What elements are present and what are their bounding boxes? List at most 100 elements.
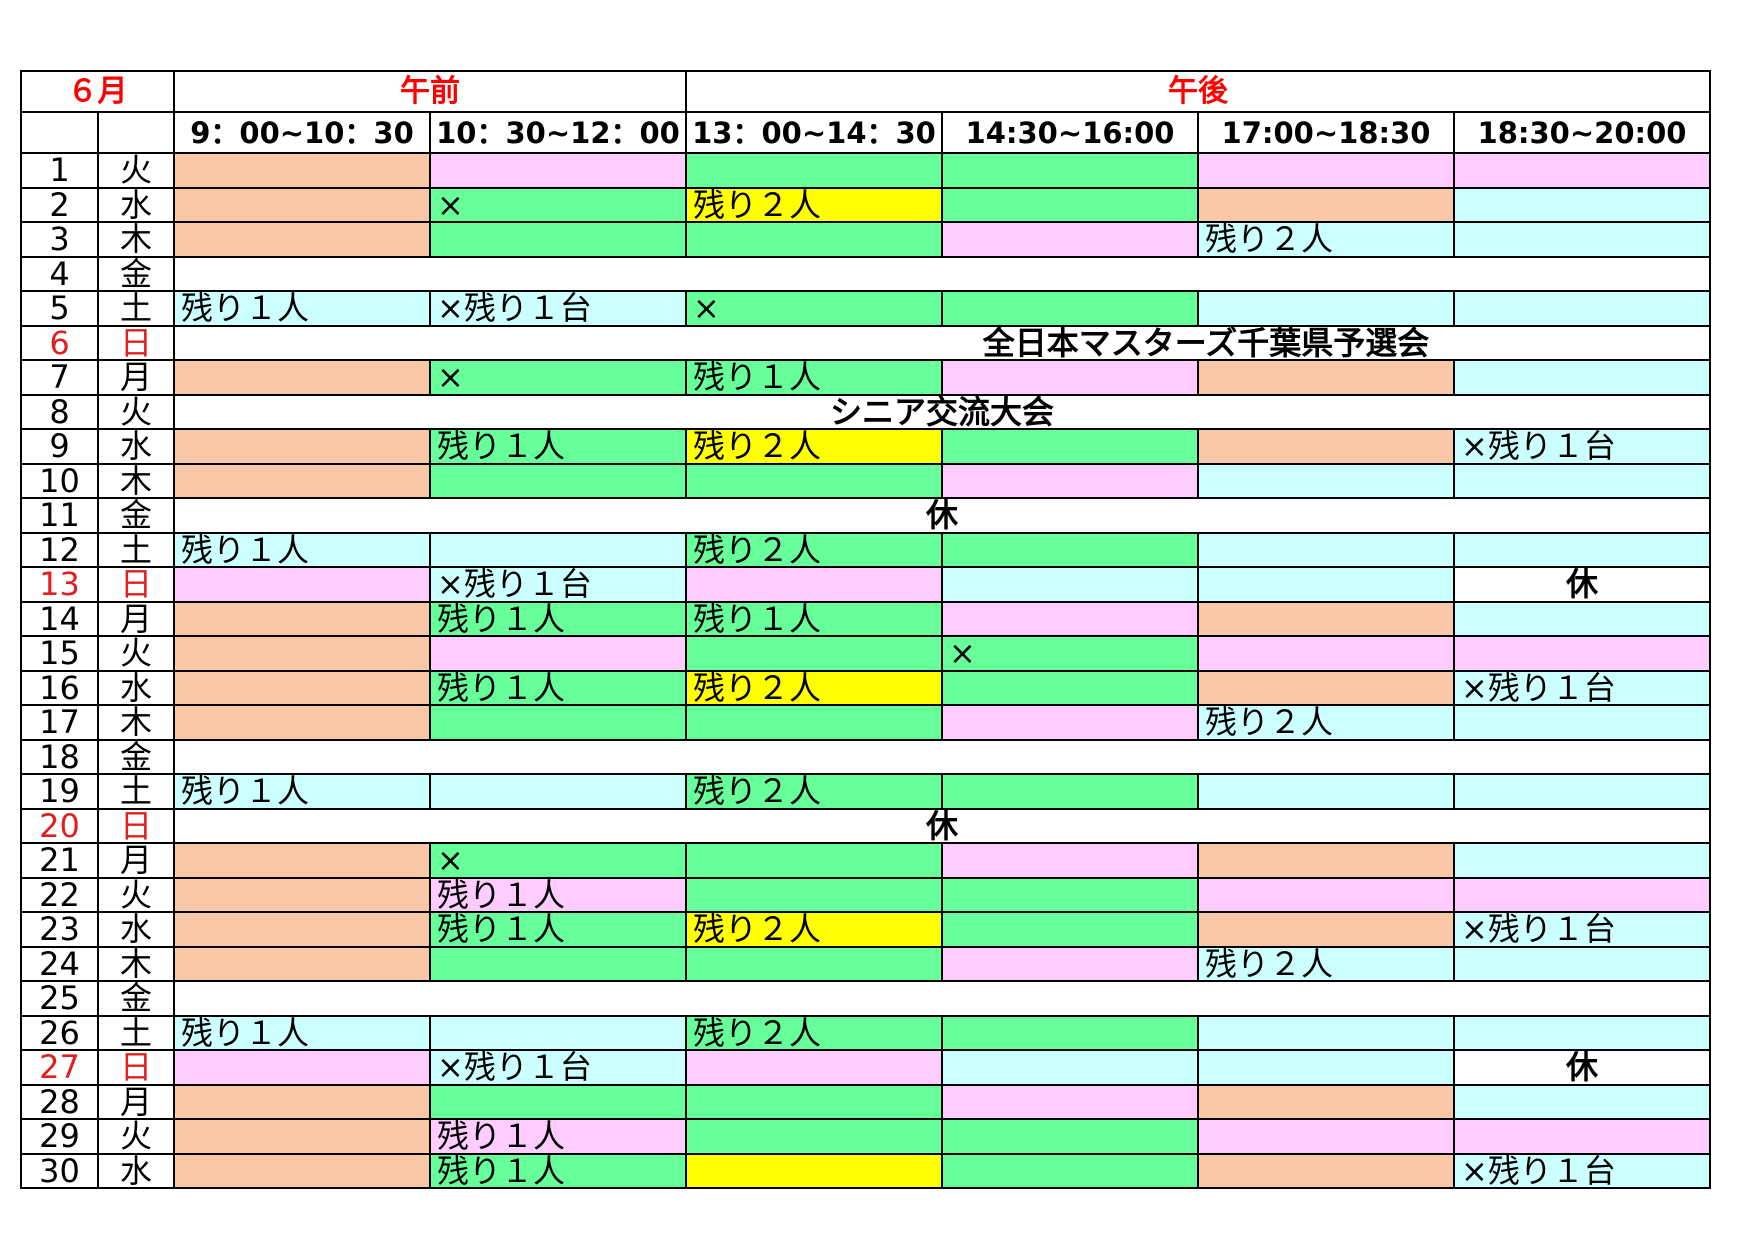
slot-cell[interactable] xyxy=(1453,773,1711,810)
slot-cell[interactable] xyxy=(1197,152,1455,189)
slot-cell[interactable] xyxy=(941,566,1199,603)
slot-cell[interactable] xyxy=(1197,531,1455,568)
slot-cell[interactable] xyxy=(685,876,943,913)
slot-cell[interactable] xyxy=(685,221,943,258)
slot-cell[interactable] xyxy=(173,152,431,189)
slot-cell[interactable]: 残り２人 xyxy=(685,911,943,948)
slot-cell[interactable] xyxy=(685,566,943,603)
slot-cell[interactable]: 残り１人 xyxy=(429,428,687,465)
slot-cell[interactable] xyxy=(1453,1014,1711,1051)
slot-cell[interactable] xyxy=(1197,773,1455,810)
slot-cell[interactable] xyxy=(941,1049,1199,1086)
slot-cell[interactable] xyxy=(1197,911,1455,948)
slot-cell[interactable] xyxy=(1453,945,1711,982)
slot-cell[interactable] xyxy=(173,704,431,741)
slot-cell[interactable] xyxy=(1453,842,1711,879)
slot-cell[interactable] xyxy=(173,462,431,499)
slot-cell[interactable] xyxy=(1453,221,1711,258)
slot-cell[interactable]: ×残り１台 xyxy=(1453,1152,1711,1189)
slot-cell[interactable]: 残り１人 xyxy=(429,669,687,706)
slot-cell[interactable] xyxy=(173,876,431,913)
slot-cell[interactable]: × xyxy=(429,359,687,396)
slot-cell[interactable] xyxy=(941,1083,1199,1120)
slot-cell[interactable] xyxy=(173,1118,431,1155)
slot-cell[interactable] xyxy=(429,945,687,982)
slot-cell[interactable] xyxy=(941,600,1199,637)
slot-cell[interactable] xyxy=(941,221,1199,258)
slot-closed[interactable]: 休 xyxy=(1453,1049,1711,1086)
slot-cell[interactable]: 残り１人 xyxy=(173,773,431,810)
slot-cell[interactable]: 残り１人 xyxy=(429,1152,687,1189)
slot-cell[interactable] xyxy=(1453,152,1711,189)
slot-cell[interactable] xyxy=(1197,600,1455,637)
slot-cell[interactable]: ×残り１台 xyxy=(429,1049,687,1086)
slot-cell[interactable]: ×残り１台 xyxy=(1453,428,1711,465)
slot-cell[interactable]: 残り１人 xyxy=(429,876,687,913)
slot-cell[interactable] xyxy=(685,945,943,982)
slot-cell[interactable] xyxy=(173,842,431,879)
slot-cell[interactable]: 残り２人 xyxy=(685,773,943,810)
slot-cell[interactable] xyxy=(173,945,431,982)
slot-cell[interactable] xyxy=(685,1118,943,1155)
slot-cell[interactable] xyxy=(941,290,1199,327)
slot-cell[interactable] xyxy=(941,842,1199,879)
slot-cell[interactable]: × xyxy=(941,635,1199,672)
slot-cell[interactable] xyxy=(173,221,431,258)
slot-cell[interactable] xyxy=(941,152,1199,189)
slot-cell[interactable] xyxy=(1453,704,1711,741)
slot-cell[interactable] xyxy=(685,1083,943,1120)
slot-cell[interactable] xyxy=(429,1014,687,1051)
slot-cell[interactable]: 残り１人 xyxy=(429,911,687,948)
slot-cell[interactable] xyxy=(1453,1118,1711,1155)
slot-cell[interactable] xyxy=(1197,462,1455,499)
slot-cell[interactable] xyxy=(173,186,431,223)
slot-cell[interactable] xyxy=(173,1083,431,1120)
slot-cell[interactable]: 残り２人 xyxy=(685,669,943,706)
slot-cell[interactable] xyxy=(429,1083,687,1120)
slot-cell[interactable] xyxy=(1453,359,1711,396)
slot-cell[interactable] xyxy=(1197,635,1455,672)
slot-cell[interactable] xyxy=(173,635,431,672)
slot-cell[interactable] xyxy=(1453,186,1711,223)
slot-cell[interactable] xyxy=(941,669,1199,706)
slot-cell[interactable]: × xyxy=(429,842,687,879)
slot-cell[interactable] xyxy=(941,876,1199,913)
slot-cell[interactable] xyxy=(941,428,1199,465)
slot-cell[interactable] xyxy=(173,600,431,637)
slot-cell[interactable] xyxy=(1197,186,1455,223)
slot-cell[interactable] xyxy=(1197,290,1455,327)
slot-cell[interactable]: ×残り１台 xyxy=(429,290,687,327)
slot-cell[interactable] xyxy=(1197,428,1455,465)
slot-cell[interactable]: ×残り１台 xyxy=(1453,669,1711,706)
slot-cell[interactable] xyxy=(429,531,687,568)
slot-cell[interactable] xyxy=(173,359,431,396)
slot-cell[interactable]: 残り１人 xyxy=(173,1014,431,1051)
slot-cell[interactable] xyxy=(685,1049,943,1086)
slot-cell[interactable] xyxy=(1453,876,1711,913)
slot-cell[interactable] xyxy=(1197,1049,1455,1086)
slot-cell[interactable] xyxy=(685,635,943,672)
slot-cell[interactable] xyxy=(1453,600,1711,637)
slot-cell[interactable] xyxy=(941,704,1199,741)
slot-cell[interactable] xyxy=(685,462,943,499)
slot-cell[interactable] xyxy=(941,945,1199,982)
slot-cell[interactable]: 残り２人 xyxy=(685,1014,943,1051)
slot-cell[interactable] xyxy=(941,531,1199,568)
slot-cell[interactable] xyxy=(941,359,1199,396)
slot-cell[interactable]: 残り２人 xyxy=(685,531,943,568)
slot-cell[interactable] xyxy=(1453,290,1711,327)
slot-closed[interactable]: 休 xyxy=(1453,566,1711,603)
slot-cell[interactable]: 残り２人 xyxy=(1197,221,1455,258)
slot-cell[interactable]: 残り１人 xyxy=(429,600,687,637)
slot-cell[interactable] xyxy=(685,152,943,189)
slot-cell[interactable]: 残り１人 xyxy=(685,600,943,637)
slot-cell[interactable] xyxy=(685,842,943,879)
slot-cell[interactable] xyxy=(1453,1083,1711,1120)
slot-cell[interactable]: 残り１人 xyxy=(685,359,943,396)
slot-cell[interactable] xyxy=(941,1118,1199,1155)
slot-cell[interactable] xyxy=(173,566,431,603)
slot-cell[interactable] xyxy=(941,1152,1199,1189)
slot-cell[interactable] xyxy=(1197,566,1455,603)
slot-cell[interactable] xyxy=(685,704,943,741)
slot-cell[interactable]: × xyxy=(429,186,687,223)
